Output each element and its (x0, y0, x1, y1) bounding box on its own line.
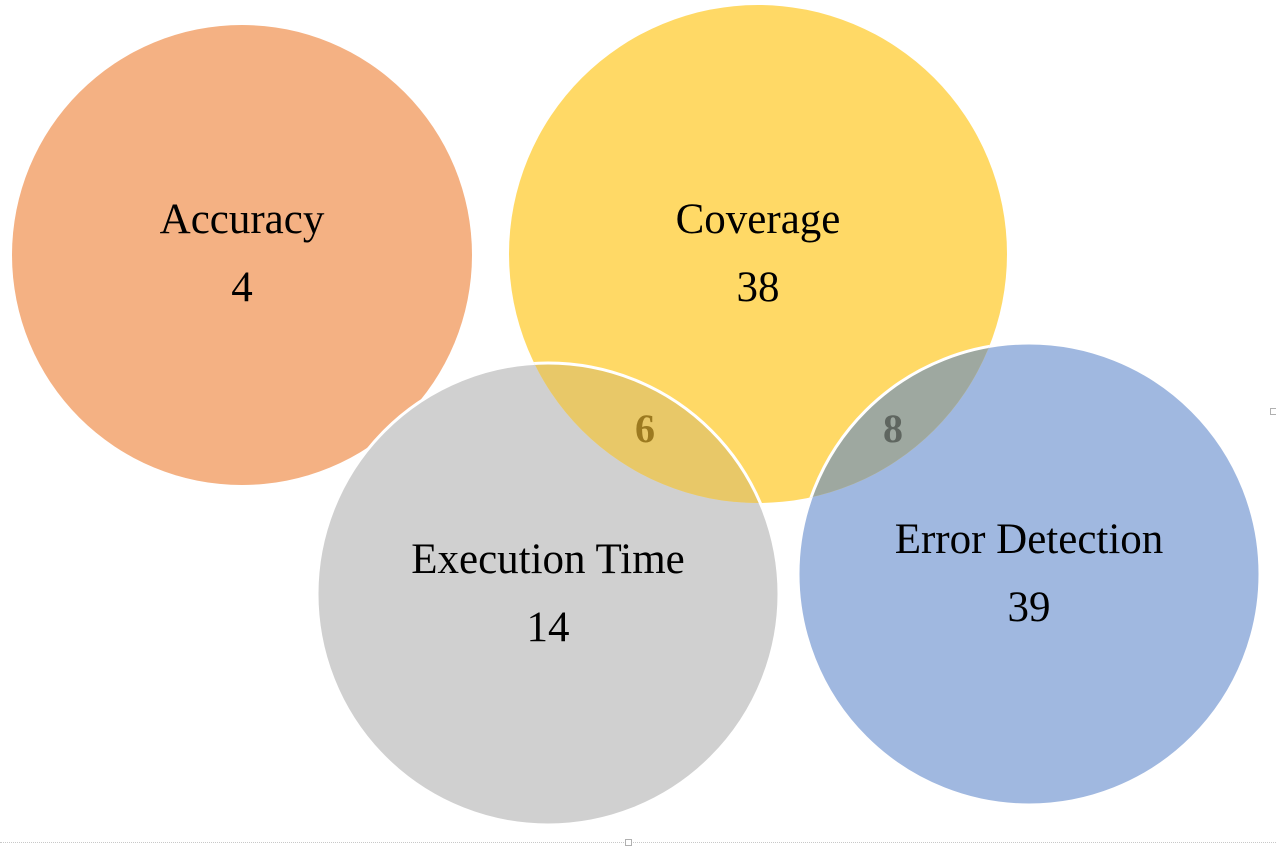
accuracy-circle (12, 25, 472, 485)
error-detection-count: 39 (1008, 584, 1051, 631)
resize-handle-bottom[interactable] (625, 839, 632, 846)
canvas-bottom-border (0, 842, 1276, 843)
overlap-coverage-execution-region (509, 363, 779, 503)
error-detection-label: Error Detection (895, 516, 1164, 563)
resize-handle-right[interactable] (1270, 408, 1276, 415)
execution-time-count: 14 (527, 604, 570, 651)
accuracy-label: Accuracy (160, 196, 325, 243)
error-detection-circle (796, 341, 1262, 807)
execution-time-label: Execution Time (411, 536, 685, 583)
coverage-label: Coverage (676, 196, 841, 243)
overlap-coverage-execution-count: 6 (635, 406, 655, 451)
accuracy-count: 4 (231, 264, 253, 311)
coverage-count: 38 (737, 264, 780, 311)
overlap-coverage-error-count: 8 (883, 406, 903, 451)
execution-time-outline (509, 361, 781, 503)
